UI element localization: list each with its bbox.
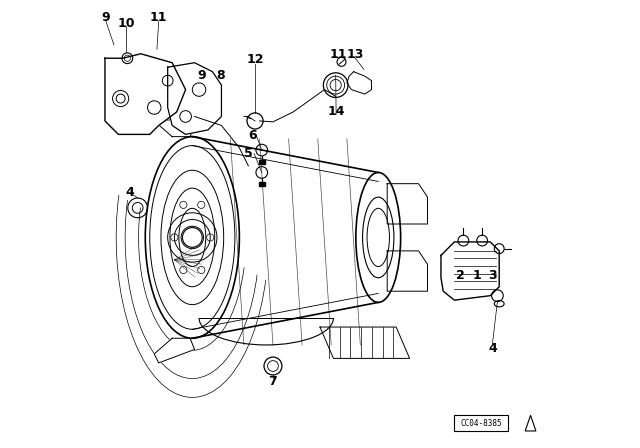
Polygon shape [441,242,499,300]
Text: 3: 3 [488,269,497,282]
Text: CC04-8385: CC04-8385 [460,419,502,428]
Text: 12: 12 [246,52,264,66]
Bar [259,182,265,186]
Text: 4: 4 [488,342,497,355]
Bar [454,415,508,431]
Text: 9: 9 [102,11,110,25]
Text: 10: 10 [118,17,135,30]
Text: 6: 6 [248,129,257,142]
Text: 7: 7 [269,375,277,388]
Text: 2: 2 [456,269,465,282]
Polygon shape [525,415,536,431]
Bar [259,160,265,164]
Circle shape [116,94,125,103]
Text: 11: 11 [329,48,347,61]
Polygon shape [154,112,195,137]
Polygon shape [387,184,428,224]
Text: 14: 14 [328,104,345,118]
Text: 9: 9 [198,69,207,82]
Polygon shape [387,251,428,291]
Polygon shape [347,72,371,94]
Text: 8: 8 [216,69,225,82]
Polygon shape [105,54,186,134]
Polygon shape [154,338,195,363]
Polygon shape [168,63,221,134]
Text: 5: 5 [244,147,253,160]
Text: 4: 4 [125,186,134,199]
Text: 1: 1 [472,269,481,282]
Text: 11: 11 [150,11,168,25]
Text: 13: 13 [346,48,364,61]
